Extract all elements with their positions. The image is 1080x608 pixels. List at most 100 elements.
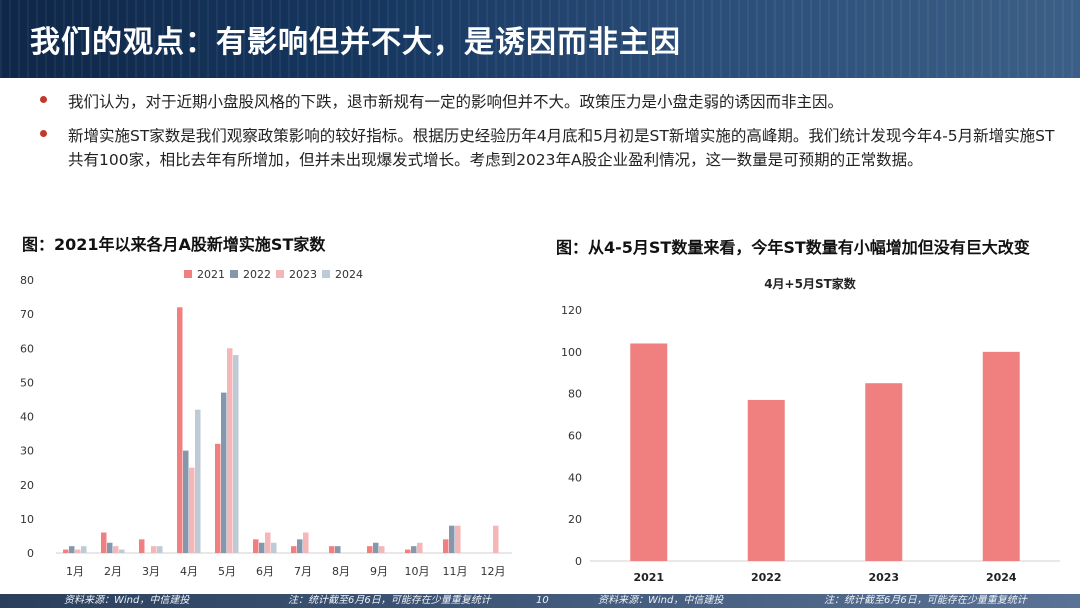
y-tick-label: 60 xyxy=(20,342,34,355)
bar xyxy=(75,549,81,553)
footer-note-right: 注：统计截至6月6日，可能存在少量重复统计 xyxy=(824,595,1027,606)
legend-label: 2024 xyxy=(335,268,363,281)
bar xyxy=(405,549,411,553)
slide-title: 我们的观点：有影响但并不大，是诱因而非主因 xyxy=(30,25,681,60)
bullet-text: 新增实施ST家数是我们观察政策影响的较好指标。根据历史经验历年4月底和5月初是S… xyxy=(68,127,1055,169)
y-tick-label: 20 xyxy=(20,479,34,492)
header-banner: 我们的观点：有影响但并不大，是诱因而非主因 xyxy=(0,0,1080,78)
bar xyxy=(139,539,145,553)
y-tick-label: 30 xyxy=(20,445,34,458)
page-number: 10 xyxy=(536,595,549,606)
bar xyxy=(303,532,309,553)
y-tick-label: 20 xyxy=(568,513,582,526)
legend-label: 2023 xyxy=(289,268,317,281)
legend-swatch xyxy=(322,270,330,278)
bar xyxy=(157,546,163,553)
bar xyxy=(63,549,69,553)
april-may-st-chart: 4月+5月ST家数 0 20 40 60 80 100 120 2021 2022 2023 2024 xyxy=(561,276,1060,584)
bar xyxy=(107,542,113,553)
bar xyxy=(630,343,668,561)
y-tick-label: 0 xyxy=(27,547,34,560)
bar xyxy=(233,355,239,553)
city-skyline-background xyxy=(0,0,1080,78)
legend-swatch xyxy=(184,270,192,278)
bar xyxy=(297,539,303,553)
bar xyxy=(253,539,259,553)
footer-source-right: 资料来源：Wind，中信建投 xyxy=(598,595,724,606)
x-tick-label: 2023 xyxy=(868,571,899,584)
footer-source-left: 资料来源：Wind，中信建投 xyxy=(64,595,190,606)
y-tick-label: 60 xyxy=(568,430,582,443)
bar xyxy=(151,546,157,553)
bullet-list: 我们认为，对于近期小盘股风格的下跌，退市新规有一定的影响但并不大。政策压力是小盘… xyxy=(38,90,1068,182)
y-tick-label: 80 xyxy=(20,274,34,287)
bullet-item: 我们认为，对于近期小盘股风格的下跌，退市新规有一定的影响但并不大。政策压力是小盘… xyxy=(38,90,1068,114)
footer-note-left: 注：统计截至6月6日，可能存在少量重复统计 xyxy=(288,595,491,606)
y-tick-label: 10 xyxy=(20,513,34,526)
bar xyxy=(113,546,119,553)
x-tick-label: 3月 xyxy=(142,565,160,578)
bar xyxy=(221,392,227,553)
legend-label: 2022 xyxy=(243,268,271,281)
monthly-st-chart: 0 10 20 30 40 50 60 70 80 1月 2月 3月 4月 5月 6月 7月 8月 9月 10月 11… xyxy=(20,268,512,578)
x-tick-label: 5月 xyxy=(218,565,236,578)
bar xyxy=(177,307,183,553)
legend-swatch xyxy=(230,270,238,278)
bar xyxy=(101,532,107,553)
y-tick-label: 40 xyxy=(20,411,34,424)
bullet-text: 我们认为，对于近期小盘股风格的下跌，退市新规有一定的影响但并不大。政策压力是小盘… xyxy=(68,93,844,111)
x-tick-label: 8月 xyxy=(332,565,350,578)
bar xyxy=(455,525,461,553)
y-tick-label: 50 xyxy=(20,376,34,389)
x-tick-label: 2021 xyxy=(633,571,664,584)
bar xyxy=(411,546,417,553)
y-tick-label: 80 xyxy=(568,388,582,401)
bar xyxy=(443,539,449,553)
x-tick-label: 9月 xyxy=(370,565,388,578)
bar xyxy=(183,450,189,553)
bar xyxy=(195,409,201,553)
bar xyxy=(259,542,265,553)
bar xyxy=(69,546,75,553)
bar xyxy=(379,546,385,553)
legend-label: 2021 xyxy=(197,268,225,281)
y-tick-label: 70 xyxy=(20,308,34,321)
bar xyxy=(271,542,277,553)
y-tick-label: 40 xyxy=(568,471,582,484)
y-tick-label: 120 xyxy=(561,304,582,317)
chart-title: 4月+5月ST家数 xyxy=(764,276,857,291)
footer-bar: 资料来源：Wind，中信建投 注：统计截至6月6日，可能存在少量重复统计 10 … xyxy=(0,594,1080,608)
bar xyxy=(335,546,341,553)
x-tick-label: 4月 xyxy=(180,565,198,578)
bar xyxy=(119,549,125,553)
bar xyxy=(493,525,499,553)
bar xyxy=(329,546,335,553)
bar xyxy=(982,351,1020,561)
x-tick-label: 7月 xyxy=(294,565,312,578)
bullet-dot-icon xyxy=(40,130,47,137)
bullet-dot-icon xyxy=(40,96,47,103)
bar xyxy=(373,542,379,553)
y-tick-label: 0 xyxy=(575,555,582,568)
bullet-item: 新增实施ST家数是我们观察政策影响的较好指标。根据历史经验历年4月底和5月初是S… xyxy=(38,124,1068,172)
bar xyxy=(865,383,903,561)
legend-swatch xyxy=(276,270,284,278)
bar xyxy=(215,443,221,553)
x-tick-label: 12月 xyxy=(481,565,506,578)
x-tick-label: 1月 xyxy=(66,565,84,578)
bar xyxy=(367,546,373,553)
bar xyxy=(189,467,195,553)
x-tick-label: 2024 xyxy=(986,571,1017,584)
x-tick-label: 2022 xyxy=(751,571,782,584)
x-tick-label: 2月 xyxy=(104,565,122,578)
bar xyxy=(417,542,423,553)
bar xyxy=(747,399,785,561)
bar xyxy=(81,546,87,553)
left-chart-title: 图：2021年以来各月A股新增实施ST家数 xyxy=(22,235,326,254)
x-tick-label: 11月 xyxy=(443,565,468,578)
bar xyxy=(265,532,271,553)
x-tick-label: 6月 xyxy=(256,565,274,578)
bar xyxy=(291,546,297,553)
bar xyxy=(227,348,233,553)
x-tick-label: 10月 xyxy=(405,565,430,578)
